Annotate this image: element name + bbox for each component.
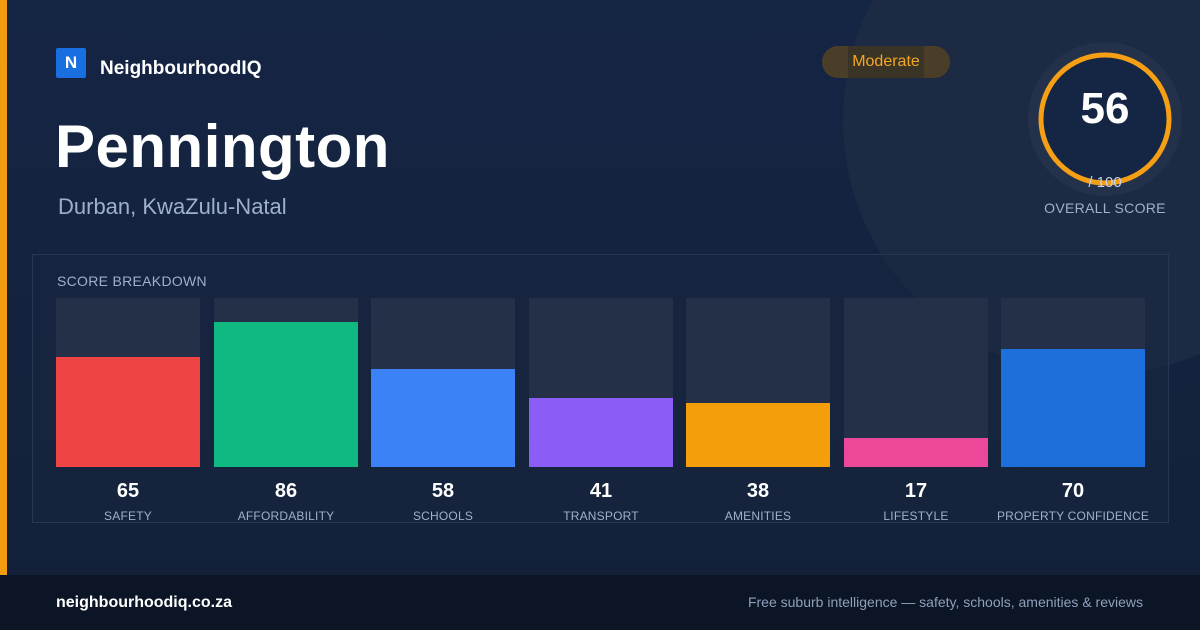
footer-tagline: Free suburb intelligence — safety, schoo… (747, 594, 1143, 610)
rating-badge: Moderate (822, 46, 950, 78)
bar-track (529, 298, 673, 467)
bar-label: PROPERTY CONFIDENCE (996, 509, 1150, 523)
bar-track (56, 298, 200, 467)
bar-value: 58 (431, 480, 455, 502)
bar-fill (1001, 349, 1145, 467)
score-breakdown-panel: SCORE BREAKDOWN 65 SAFETY 86 AFFORDABILITY 5… (32, 254, 1169, 523)
footer: neighbourhoodiq.co.za Free suburb intell… (0, 575, 1200, 630)
bar-value: 41 (589, 480, 613, 502)
bar-value: 17 (904, 480, 928, 502)
suburb-title: Pennington (55, 113, 390, 180)
bar-label: AFFORDABILITY (237, 509, 335, 523)
bar-label: TRANSPORT (563, 509, 639, 523)
bar-fill (56, 357, 200, 467)
bar-fill (529, 398, 673, 467)
bar-value: 65 (116, 480, 140, 502)
rating-badge-label: Moderate (852, 53, 920, 70)
bar-label: LIFESTYLE (883, 509, 949, 523)
overall-score-denominator: / 100 (1088, 174, 1122, 191)
bar-value: 70 (1061, 480, 1085, 502)
score-breakdown-title: SCORE BREAKDOWN (57, 273, 207, 289)
bar-label: SAFETY (104, 509, 152, 523)
bar-fill (214, 322, 358, 467)
bar-label: AMENITIES (724, 509, 792, 523)
score-ring-progress (1038, 52, 1172, 186)
overall-score-label: OVERALL SCORE (1044, 200, 1166, 216)
brand[interactable]: N NeighbourhoodIQ (56, 46, 261, 80)
brand-name: NeighbourhoodIQ (100, 58, 262, 79)
bar-fill (686, 403, 830, 467)
suburb-location: Durban, KwaZulu-Natal (58, 194, 287, 219)
brand-logo-icon: N (56, 48, 86, 78)
overall-score-value: 56 (1080, 84, 1130, 133)
footer-url-link[interactable]: neighbourhoodiq.co.za (56, 594, 232, 611)
bar-track (686, 298, 830, 467)
bar-value: 38 (746, 480, 770, 502)
overall-score-ring: 56 / 100 (1028, 42, 1182, 196)
bar-label: SCHOOLS (412, 509, 474, 523)
score-ring-graphic (1028, 42, 1182, 196)
bar-track (371, 298, 515, 467)
bar-track (844, 298, 988, 467)
bar-value: 86 (274, 480, 298, 502)
bar-fill (844, 438, 988, 467)
bar-track (214, 298, 358, 467)
bar-fill (371, 369, 515, 467)
bar-track (1001, 298, 1145, 467)
accent-strip (0, 0, 7, 575)
